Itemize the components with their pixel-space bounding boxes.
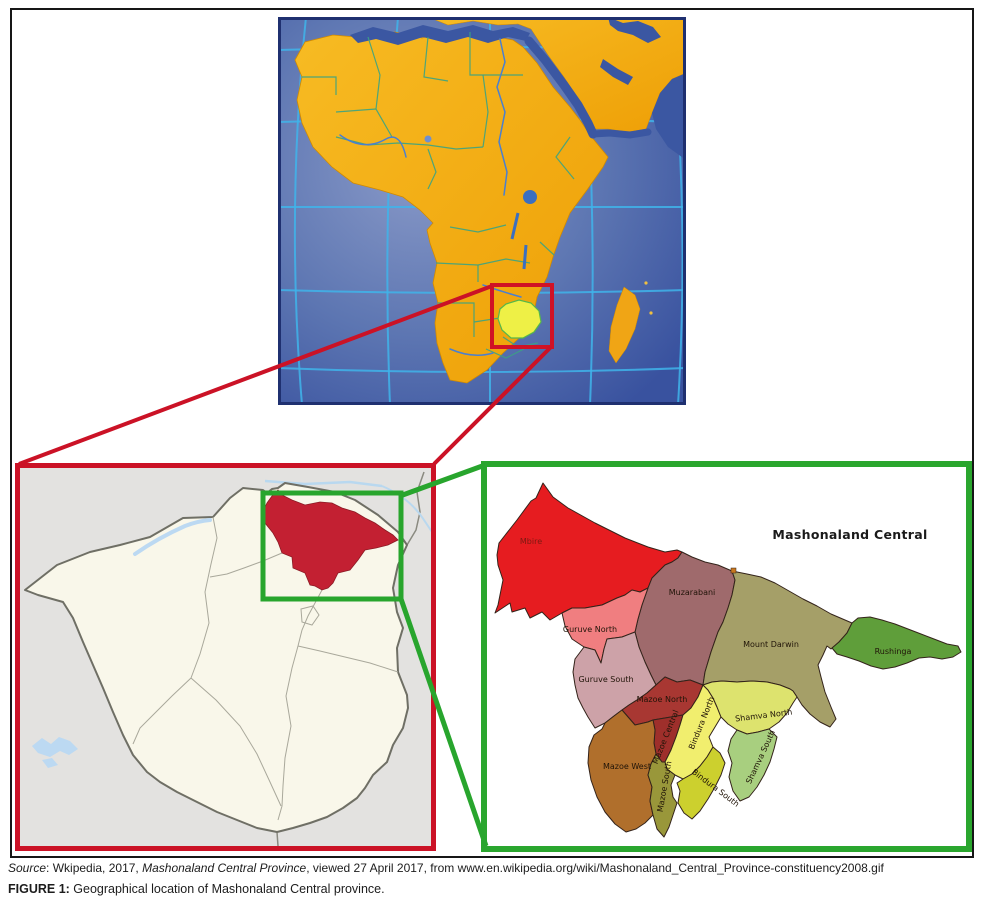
district-map: Mashonaland Central Mbire Muzarabani Gur… <box>481 461 972 852</box>
district-map-title: Mashonaland Central <box>772 527 927 542</box>
caspian-sea <box>608 17 661 43</box>
figure-caption-line: FIGURE 1: Geographical location of Masho… <box>8 882 974 897</box>
source-word: Source <box>8 861 47 875</box>
district-bindura-south <box>676 746 726 820</box>
district-map-canvas: Mashonaland Central Mbire Muzarabani Gur… <box>494 482 962 838</box>
district-label-mount-darwin: Mount Darwin <box>743 640 799 649</box>
river-curve-ne <box>381 485 433 533</box>
island-dot <box>649 311 653 315</box>
nile-river <box>496 38 508 196</box>
figure-caption-label: FIGURE 1: <box>8 882 70 896</box>
district-label-mbire: Mbire <box>520 537 542 546</box>
source-text: : Wkipedia, 2017, <box>46 861 143 875</box>
niger-river <box>339 134 407 158</box>
district-mount-darwin <box>702 570 853 728</box>
source-tail: , viewed 27 April 2017, from www.en.wiki… <box>306 861 884 875</box>
caption: Source: Wkipedia, 2017, Mashonaland Cent… <box>8 861 974 897</box>
persian-gulf <box>600 59 633 85</box>
district-label-guruve-north: Guruve North <box>563 625 617 634</box>
district-shamva-north <box>702 680 798 735</box>
district-shapes <box>494 482 962 838</box>
district-rushinga <box>831 616 962 670</box>
gulf-of-aden <box>589 128 652 139</box>
zimbabwe-highlight <box>497 299 542 339</box>
zimbabwe-map-canvas <box>15 463 436 851</box>
province-borders <box>132 516 399 821</box>
mashonaland-central-province <box>261 489 399 591</box>
lake-southwest-small <box>42 758 58 768</box>
district-label-mazoe-north: Mazoe North <box>637 695 688 704</box>
border-marker-square <box>730 567 737 574</box>
district-label-guruve-south: Guruve South <box>578 675 633 684</box>
district-mazoe-west <box>587 709 657 833</box>
mediterranean-sea <box>350 25 530 45</box>
source-line: Source: Wkipedia, 2017, Mashonaland Cent… <box>8 861 974 875</box>
figure-border <box>10 8 974 858</box>
red-sea <box>524 36 598 139</box>
district-label-rushinga: Rushinga <box>875 647 912 656</box>
province-highlight-box <box>260 490 404 602</box>
arabian-sea <box>652 73 686 160</box>
africa-map-canvas <box>278 17 686 405</box>
district-mazoe-south <box>647 753 678 838</box>
harare-province <box>300 605 320 626</box>
lake-kariba <box>133 518 212 556</box>
seas <box>350 17 686 160</box>
district-label-muzarabani: Muzarabani <box>669 588 716 597</box>
source-work-title: Mashonaland Central Province <box>142 861 307 875</box>
district-label-mazoe-west: Mazoe West <box>603 762 651 771</box>
comoros-dot <box>644 281 648 285</box>
district-shamva-south <box>727 728 778 802</box>
figure-caption-text: Geographical location of Mashonaland Cen… <box>69 882 385 896</box>
lake-tanganyika <box>510 212 520 240</box>
africa-map <box>278 17 686 405</box>
lake-chad <box>424 135 432 143</box>
neighbour-border-s <box>276 831 279 847</box>
lake-southwest <box>32 737 78 757</box>
lake-malawi <box>522 244 528 270</box>
lake-victoria <box>523 190 537 204</box>
madagascar-island <box>608 286 641 364</box>
zimbabwe-map <box>15 463 436 851</box>
